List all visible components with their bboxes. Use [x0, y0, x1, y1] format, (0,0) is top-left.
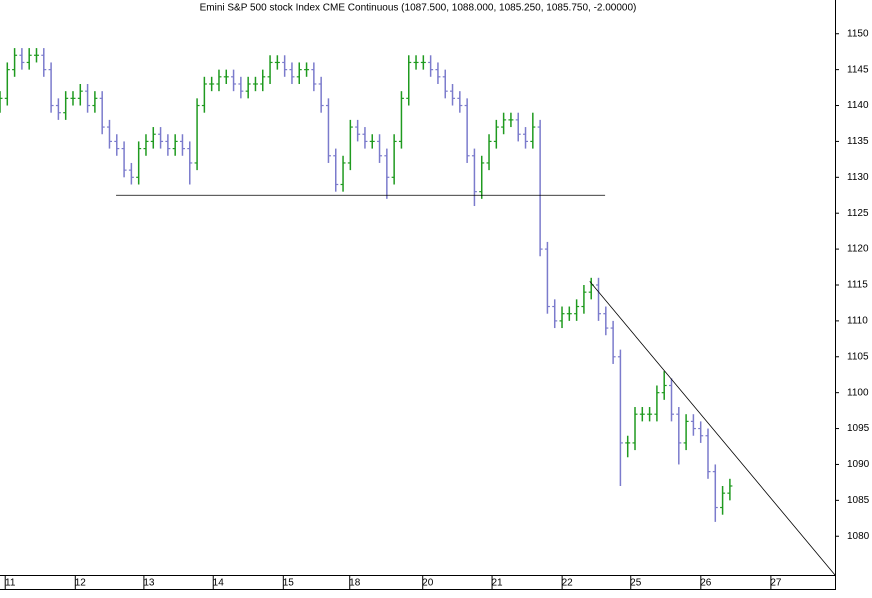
x-tick-label: 27 — [770, 578, 782, 589]
x-tick-label: 18 — [349, 578, 361, 589]
trend-line — [589, 281, 836, 576]
y-tick-label: 1130 — [847, 172, 869, 183]
y-tick-label: 1100 — [847, 387, 869, 398]
x-tick-label: 11 — [5, 578, 16, 589]
y-tick-label: 1085 — [847, 495, 870, 506]
y-tick-label: 1125 — [847, 208, 869, 219]
y-tick-label: 1135 — [847, 136, 869, 147]
chart-title: Emini S&P 500 stock Index CME Continuous… — [200, 3, 637, 14]
x-tick-label: 25 — [630, 578, 642, 589]
y-tick-label: 1095 — [847, 423, 870, 434]
y-tick-label: 1120 — [847, 244, 869, 255]
y-tick-label: 1090 — [847, 459, 870, 470]
x-tick-label: 22 — [562, 578, 574, 589]
y-tick-label: 1105 — [847, 351, 869, 362]
x-tick-label: 14 — [213, 578, 225, 589]
x-tick-label: 15 — [283, 578, 295, 589]
x-tick-label: 21 — [491, 578, 503, 589]
y-tick-label: 1145 — [847, 64, 869, 75]
x-tick-label: 26 — [700, 578, 712, 589]
y-tick-label: 1110 — [847, 316, 868, 327]
x-tick-label: 20 — [422, 578, 434, 589]
y-tick-label: 1150 — [847, 28, 869, 39]
x-tick-label: 13 — [143, 578, 155, 589]
x-tick-label: 12 — [75, 578, 87, 589]
y-tick-label: 1115 — [847, 280, 868, 291]
y-tick-label: 1140 — [847, 100, 869, 111]
y-tick-label: 1080 — [847, 531, 870, 542]
